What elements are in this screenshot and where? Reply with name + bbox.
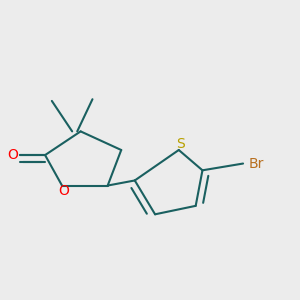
- Text: O: O: [7, 148, 18, 162]
- Text: Br: Br: [248, 157, 263, 170]
- Text: O: O: [58, 184, 69, 198]
- Text: S: S: [176, 137, 185, 151]
